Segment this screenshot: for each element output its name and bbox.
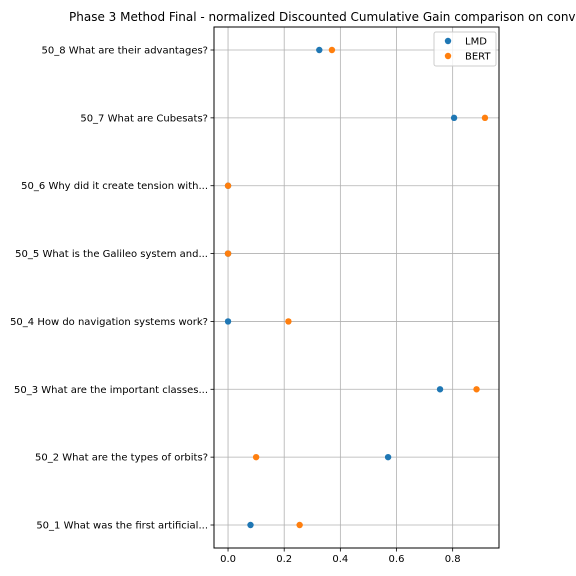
- x-tick-label: 0.2: [276, 554, 292, 565]
- y-axis: 50_1 What was the first artificial... 50_…: [10, 46, 214, 532]
- data-point-lmd: [224, 318, 232, 325]
- plot-area: [213, 26, 500, 549]
- legend-marker: [444, 52, 452, 60]
- y-tick-label: 50_5 What is the Galileo system and...: [15, 249, 208, 260]
- legend-label: BERT: [465, 52, 491, 63]
- y-tick-label: 50_7 What are Cubesats?: [80, 113, 208, 124]
- y-tick-label: 50_1 What was the first artificial...: [36, 521, 208, 532]
- data-point-bert: [252, 453, 260, 461]
- data-point-bert: [296, 521, 303, 529]
- x-tick-label: 0.8: [445, 554, 461, 565]
- y-tick-label: 50_6 Why did it create tension with...: [21, 181, 208, 192]
- grid: [214, 27, 499, 548]
- data-point-bert: [224, 182, 232, 189]
- y-tick-label: 50_4 How do navigation systems work?: [10, 317, 208, 328]
- data-point-lmd: [436, 386, 444, 393]
- x-tick-label: 0.4: [332, 554, 348, 565]
- y-tick-label: 50_2 What are the types of orbits?: [35, 453, 208, 464]
- data-point-lmd: [247, 521, 254, 529]
- data-point-lmd: [450, 114, 458, 122]
- x-tick-label: 0.0: [220, 554, 236, 565]
- data-point-bert: [481, 114, 489, 122]
- legend-label: LMD: [465, 37, 487, 48]
- x-tick-label: 0.6: [389, 554, 405, 565]
- data-point-bert: [224, 250, 232, 257]
- x-axis: 0.0 0.2 0.4 0.6 0.8: [220, 548, 461, 565]
- legend-marker: [444, 37, 452, 45]
- data-point-bert: [285, 318, 292, 325]
- y-tick-label: 50_3 What are the important classes...: [14, 385, 208, 396]
- data-point-lmd: [384, 453, 392, 461]
- data-point-lmd: [316, 46, 323, 54]
- chart-title: Phase 3 Method Final - normalized Discou…: [69, 10, 576, 24]
- data-points: [224, 46, 489, 529]
- legend: LMD BERT: [433, 31, 497, 67]
- y-tick-label: 50_8 What are their advantages?: [42, 46, 208, 57]
- data-point-bert: [328, 46, 336, 54]
- data-point-bert: [473, 386, 480, 393]
